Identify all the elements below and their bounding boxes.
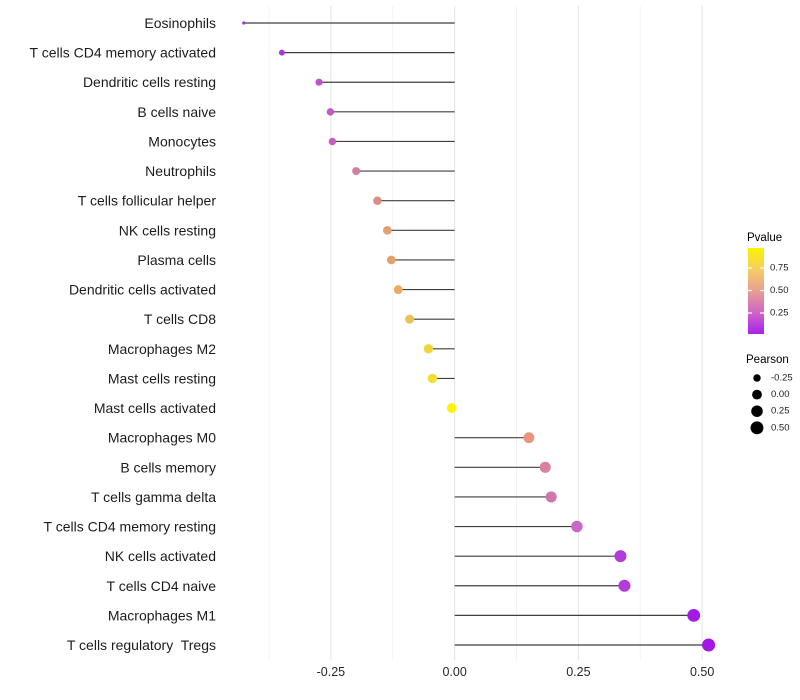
- pvalue-legend-title: Pvalue: [747, 232, 782, 244]
- lollipop-dot: [278, 49, 285, 56]
- pearson-legend-tick-label: 0.25: [771, 406, 790, 417]
- lollipops: [242, 21, 716, 652]
- pvalue-legend: Pvalue 0.75 0.50 0.25: [747, 232, 789, 334]
- category-label: T cells gamma delta: [91, 489, 216, 505]
- category-label: Dendritic cells resting: [83, 74, 216, 90]
- category-label: B cells naive: [137, 104, 216, 120]
- pvalue-legend-tick-label: 0.50: [770, 285, 789, 296]
- pearson-legend-dot: [750, 421, 764, 435]
- category-label: Mast cells resting: [108, 370, 216, 386]
- pearson-legend-dot: [753, 374, 761, 382]
- category-label: Macrophages M1: [108, 607, 216, 623]
- lollipop-dot: [539, 461, 551, 473]
- x-tick-label: 0.00: [442, 665, 466, 679]
- lollipop-dot: [315, 78, 323, 86]
- pvalue-legend-tick-label: 0.75: [770, 263, 789, 274]
- x-tick-label: -0.25: [317, 665, 346, 679]
- category-label: T cells CD8: [144, 311, 216, 327]
- category-label: T cells CD4 memory resting: [44, 519, 216, 535]
- lollipop-dot: [242, 21, 246, 25]
- lollipop-dot: [571, 520, 583, 533]
- pearson-legend: Pearson -0.25 0.00 0.25 0.50: [746, 354, 793, 435]
- category-label: Monocytes: [148, 133, 216, 149]
- category-label: Mast cells activated: [94, 400, 216, 416]
- pearson-legend-tick-label: -0.25: [771, 373, 793, 384]
- pearson-legend-dot: [751, 405, 763, 417]
- lollipop-dot: [523, 432, 535, 444]
- lollipop-dot: [702, 638, 716, 652]
- lollipop-dot: [405, 314, 415, 324]
- pearson-legend-tick-label: 0.50: [771, 422, 790, 433]
- lollipop-dot: [393, 285, 403, 294]
- pvalue-legend-tick-label: 0.25: [770, 308, 789, 319]
- x-tick-label: 0.50: [690, 665, 714, 679]
- lollipop-dot: [383, 226, 392, 235]
- category-label: NK cells resting: [119, 222, 216, 238]
- category-label: Dendritic cells activated: [69, 282, 216, 298]
- category-label: T cells follicular helper: [78, 193, 217, 209]
- lollipop-dot: [446, 403, 457, 413]
- y-axis-labels: Eosinophils T cells CD4 memory activated D…: [30, 15, 217, 653]
- lollipop-dot: [326, 108, 335, 116]
- lollipop-dot: [352, 167, 361, 176]
- gridlines: [268, 6, 703, 660]
- x-tick-label: 0.25: [566, 665, 590, 679]
- lollipop-dot: [423, 344, 434, 354]
- category-label: T cells CD4 naive: [107, 578, 217, 594]
- lollipop-dot: [545, 491, 557, 503]
- pearson-legend-title: Pearson: [746, 354, 789, 366]
- lollipop-dot: [427, 373, 438, 384]
- category-label: Eosinophils: [144, 15, 216, 31]
- category-label: Macrophages M0: [108, 430, 216, 446]
- lollipop-dot: [328, 137, 337, 146]
- category-label: NK cells activated: [105, 548, 216, 564]
- category-label: T cells CD4 memory activated: [30, 45, 216, 61]
- x-axis-labels: -0.25 0.00 0.25 0.50: [317, 665, 715, 679]
- category-label: Neutrophils: [145, 163, 216, 179]
- lollipop-dot: [614, 550, 627, 563]
- lollipop-dot: [618, 579, 631, 592]
- pearson-legend-dot: [752, 389, 762, 400]
- lollipop-dot: [373, 196, 382, 205]
- category-label: T cells regulatory Tregs: [67, 637, 216, 653]
- category-label: Plasma cells: [137, 252, 216, 268]
- category-label: Macrophages M2: [108, 341, 216, 357]
- category-label: B cells memory: [120, 459, 216, 475]
- pearson-legend-tick-label: 0.00: [771, 389, 790, 400]
- lollipop-dot: [386, 255, 396, 265]
- lollipop-dot: [687, 608, 701, 622]
